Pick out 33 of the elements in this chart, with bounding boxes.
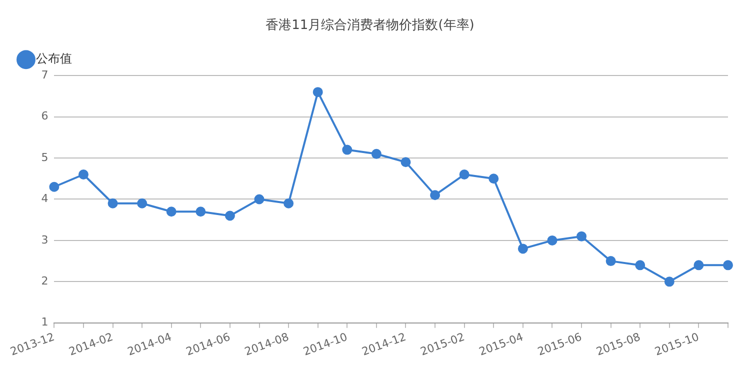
point — [694, 260, 704, 270]
point — [664, 276, 674, 287]
point — [576, 231, 587, 242]
point — [606, 256, 616, 266]
point — [459, 170, 470, 180]
y-tick-label: 2 — [41, 274, 48, 288]
point — [430, 190, 440, 200]
y-tick-label: 6 — [41, 110, 48, 123]
point — [254, 194, 264, 204]
point — [400, 157, 411, 168]
point — [49, 182, 60, 192]
point — [518, 244, 528, 254]
point — [371, 148, 382, 159]
point — [723, 260, 733, 270]
point — [284, 198, 294, 208]
point — [137, 198, 148, 208]
point — [224, 210, 235, 221]
point — [312, 87, 323, 98]
chart-title: 香港11月综合消费者物价指数(年率) — [266, 17, 474, 34]
y-tick-label: 4 — [41, 192, 48, 206]
point — [78, 170, 88, 180]
legend-label: 公布值 — [36, 52, 72, 66]
point — [342, 144, 352, 155]
point — [488, 174, 499, 184]
point — [196, 206, 206, 217]
point — [108, 198, 118, 208]
y-tick-label: 5 — [41, 150, 48, 164]
y-tick-label: 3 — [41, 233, 48, 246]
point — [635, 260, 646, 270]
point — [547, 235, 558, 246]
y-tick-label: 7 — [41, 68, 48, 82]
point — [166, 206, 176, 217]
y-tick-label: 1 — [41, 316, 48, 329]
